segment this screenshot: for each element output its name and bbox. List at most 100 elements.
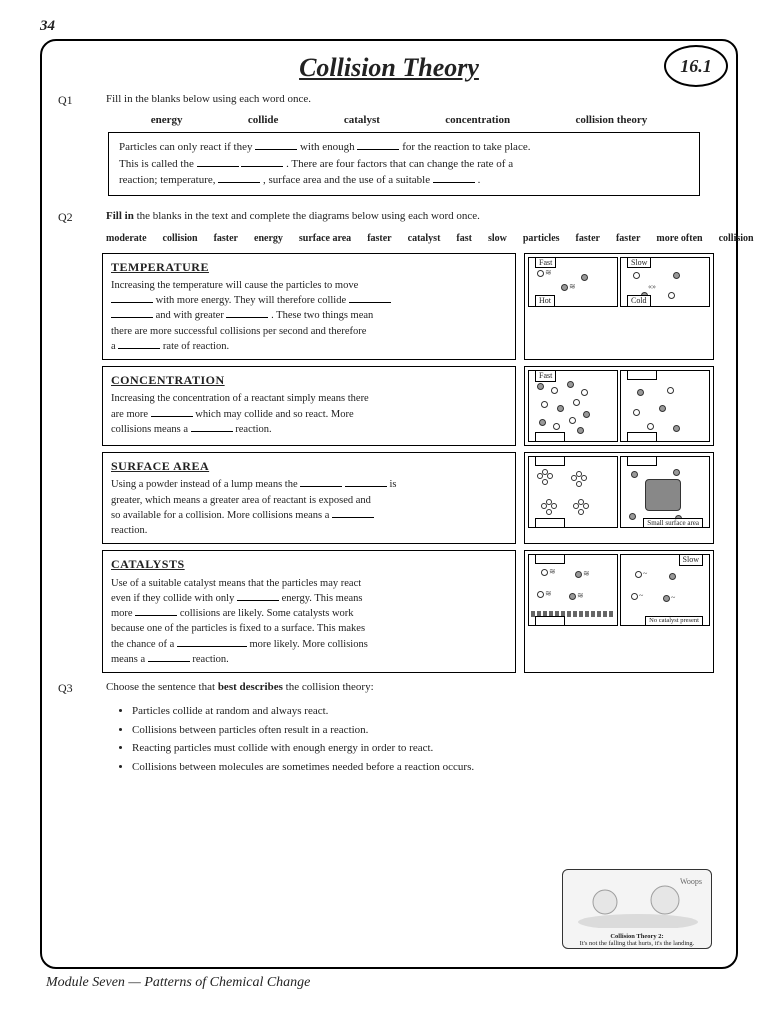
diagram-label: Slow: [627, 257, 651, 269]
text: with enough: [300, 141, 355, 153]
text: Using a powder instead of a lump means t…: [111, 479, 298, 490]
word: fast: [456, 233, 472, 244]
text: reaction; temperature,: [119, 174, 216, 186]
text: with more energy. They will therefore co…: [156, 295, 347, 306]
q3-option[interactable]: Collisions between molecules are sometim…: [132, 758, 720, 777]
page-title: Collision Theory: [299, 53, 479, 83]
q2-prompt: Fill in the blanks in the text and compl…: [106, 210, 720, 225]
text: This is called the: [119, 158, 194, 170]
blank[interactable]: [218, 173, 260, 183]
word: catalyst: [408, 233, 441, 244]
cartoon: Woops Collision Theory 2: It's not the f…: [562, 869, 712, 949]
text: , surface area and the use of a suitable: [263, 174, 430, 186]
text: energy. This means: [282, 593, 363, 604]
blank[interactable]: [111, 293, 153, 303]
diagram-label: Hot: [535, 295, 555, 307]
diagram-label-blank[interactable]: [535, 616, 565, 626]
footer: Module Seven — Patterns of Chemical Chan…: [40, 975, 738, 991]
word: collision: [163, 233, 198, 244]
q3-option[interactable]: Collisions between particles often resul…: [132, 721, 720, 740]
q1-wordbank: energy collide catalyst concentration co…: [118, 114, 680, 126]
cartoon-title: Collision Theory 2:: [610, 933, 663, 940]
blank[interactable]: [197, 157, 239, 167]
word: collision theory: [575, 114, 647, 126]
blank[interactable]: [118, 339, 160, 349]
word: collision: [719, 233, 754, 244]
blank[interactable]: [433, 173, 475, 183]
heading: TEMPERATURE: [111, 259, 507, 276]
text: Use of a suitable catalyst means that th…: [111, 578, 361, 589]
text: Particles can only react if they: [119, 141, 252, 153]
diagram-label-blank[interactable]: [627, 456, 657, 466]
worksheet-frame: Collision Theory 16.1 Q1 Fill in the bla…: [40, 39, 738, 969]
q1-prompt: Fill in the blanks below using each word…: [106, 93, 720, 108]
q2-wordbank: moderatecollisionfasterenergysurface are…: [98, 231, 710, 247]
text: .: [478, 174, 481, 186]
text: because one of the particles is fixed to…: [111, 623, 365, 634]
blank[interactable]: [237, 591, 279, 601]
concentration-diagram: Fast: [524, 366, 714, 446]
diagram-label-blank[interactable]: [535, 518, 565, 528]
blank[interactable]: [135, 606, 177, 616]
text: more: [111, 608, 133, 619]
temperature-diagram: Fast ≋ ≋ ≋ Hot Slow «»: [524, 253, 714, 360]
surface-diagram: Small surface area: [524, 452, 714, 544]
diagram-label: Fast: [535, 370, 556, 382]
blank[interactable]: [177, 637, 247, 647]
diagram-label: Fast: [535, 257, 556, 269]
blank[interactable]: [300, 477, 342, 487]
text: . These two things mean: [271, 310, 373, 321]
text: reaction.: [111, 525, 147, 536]
word: more often: [656, 233, 702, 244]
word: faster: [616, 233, 640, 244]
blank[interactable]: [111, 308, 153, 318]
text: more likely. More collisions: [250, 639, 368, 650]
q2: Q2 Fill in the blanks in the text and co…: [58, 210, 720, 225]
word: energy: [151, 114, 183, 126]
blank[interactable]: [345, 477, 387, 487]
text: are more: [111, 409, 148, 420]
text: collisions means a: [111, 424, 188, 435]
text: rate of reaction.: [163, 341, 229, 352]
blank[interactable]: [148, 652, 190, 662]
q2-sections: TEMPERATURE Increasing the temperature w…: [102, 253, 714, 673]
q1: Q1 Fill in the blanks below using each w…: [58, 93, 720, 108]
blank[interactable]: [357, 140, 399, 150]
blank[interactable]: [332, 508, 374, 518]
word: collide: [248, 114, 279, 126]
heading: SURFACE AREA: [111, 458, 507, 475]
blank[interactable]: [241, 157, 283, 167]
word: slow: [488, 233, 507, 244]
blank[interactable]: [151, 407, 193, 417]
heading: CATALYSTS: [111, 556, 507, 573]
q3-option[interactable]: Reacting particles must collide with eno…: [132, 739, 720, 758]
diagram-label: Cold: [627, 295, 651, 307]
word: particles: [523, 233, 560, 244]
word: surface area: [299, 233, 351, 244]
svg-text:Woops: Woops: [680, 877, 702, 886]
word: catalyst: [344, 114, 380, 126]
blank[interactable]: [349, 293, 391, 303]
text: Increasing the temperature will cause th…: [111, 280, 358, 291]
text: and with greater: [156, 310, 224, 321]
diagram-label-blank[interactable]: [535, 432, 565, 442]
page-number: 34: [40, 18, 738, 35]
temperature-box: TEMPERATURE Increasing the temperature w…: [102, 253, 516, 360]
blank[interactable]: [191, 422, 233, 432]
blank[interactable]: [226, 308, 268, 318]
diagram-label-blank[interactable]: [535, 456, 565, 466]
diagram-label-blank[interactable]: [627, 370, 657, 380]
q3: Q3 Choose the sentence that best describ…: [58, 681, 720, 696]
word: energy: [254, 233, 283, 244]
diagram-label-blank[interactable]: [627, 432, 657, 442]
heading: CONCENTRATION: [111, 372, 507, 389]
diagram-label-blank[interactable]: [535, 554, 565, 564]
text: greater, which means a greater area of r…: [111, 495, 371, 506]
q1-label: Q1: [58, 93, 88, 108]
diagram-label: Slow: [679, 554, 703, 566]
text: Increasing the concentration of a reacta…: [111, 393, 369, 404]
text: reaction.: [192, 654, 228, 665]
q3-option[interactable]: Particles collide at random and always r…: [132, 702, 720, 721]
catalysts-diagram: ≋ ≋ ≋ ≋ Slow ~ ~ ~ N: [524, 550, 714, 673]
blank[interactable]: [255, 140, 297, 150]
